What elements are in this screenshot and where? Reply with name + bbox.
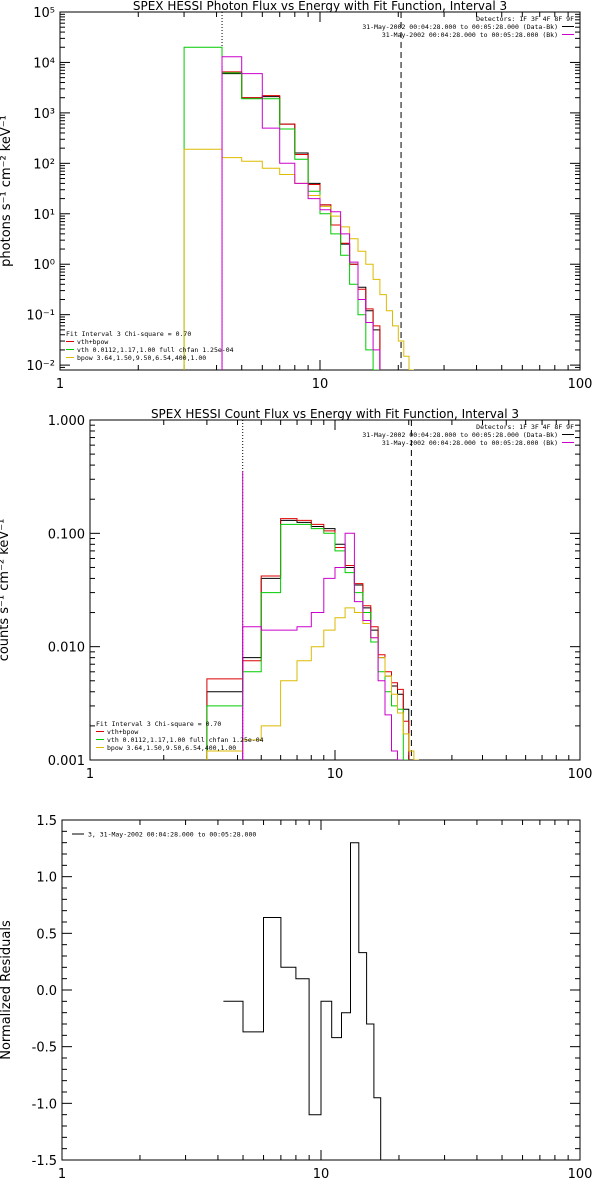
y-tick-label: 0.010 <box>48 641 85 656</box>
legend-line-text: vth+bpow <box>107 728 138 736</box>
x-tick-label: 100 <box>568 1167 593 1182</box>
y-tick-label: -1.0 <box>32 1097 57 1112</box>
series-bpow <box>183 148 414 370</box>
legend-line-text: 31-May-2002 00:04:28.000 to 00:05:28.000… <box>362 431 558 439</box>
data-layer <box>206 420 419 760</box>
legend-detectors: Detectors: 1F 3F 4F 8F 9F <box>476 15 574 23</box>
x-tick-label: 10 <box>327 767 344 782</box>
legend-line-text: 31-May-2002 00:04:28.000 to 00:05:28.000… <box>382 439 558 447</box>
series-model_total <box>206 518 410 760</box>
chart-title: SPEX HESSI Count Flux vs Energy with Fit… <box>151 407 519 421</box>
chart-panel-3: 1 10 100 -1.5 -1.0 -0.5 0.0 0.5 1.0 1.5 Normalized… <box>0 814 592 1182</box>
legend-line-text: vth 0.0112,1.17,1.00 full chfan 1.25e-04 <box>77 346 234 354</box>
legend-header: Fit Interval 3 Chi-square = 0.70 <box>66 330 191 338</box>
legend-line-text: 31-May-2002 00:04:28.000 to 00:05:28.000… <box>362 23 558 31</box>
y-tick-label: 10² <box>33 157 55 172</box>
y-tick-label: 1.000 <box>48 414 85 429</box>
y-tick-label: 10³ <box>33 107 55 122</box>
legend-detectors: Detectors: 1F 3F 4F 8F 9F <box>476 423 574 431</box>
y-axis-label: Normalized Residuals <box>0 920 14 1060</box>
residual-legend: 3, 31-May-2002 00:04:28.000 to 00:05:28.… <box>72 831 256 839</box>
data-layer <box>223 842 382 1160</box>
series-vth <box>183 46 380 370</box>
series-data <box>206 519 410 760</box>
bottom-legend: Fit Interval 3 Chi-square = 0.70vth+bpow… <box>96 720 264 752</box>
y-tick-label: -0.5 <box>32 1041 57 1056</box>
series-data <box>221 73 381 370</box>
series-vth <box>206 523 409 760</box>
series-magenta <box>221 56 381 370</box>
data-layer <box>183 12 414 370</box>
y-tick-label: 0.5 <box>36 927 57 942</box>
series-magenta <box>242 532 404 760</box>
legend-text: 3, 31-May-2002 00:04:28.000 to 00:05:28.… <box>88 831 256 839</box>
x-tick-label: 1 <box>56 377 64 392</box>
plot-frame <box>89 419 581 761</box>
y-tick-label: 10⁻² <box>26 359 55 374</box>
series-data <box>223 842 382 1160</box>
chart-panel-2: SPEX HESSI Count Flux vs Energy with Fit… <box>0 407 592 782</box>
series-model_total <box>221 71 381 370</box>
y-tick-label: 10⁰ <box>33 258 55 273</box>
y-tick-label: -1.5 <box>32 1154 57 1169</box>
y-tick-label: 1.0 <box>36 871 57 886</box>
y-tick-label: 10¹ <box>33 208 55 223</box>
y-tick-label: 0.0 <box>36 984 57 999</box>
y-tick-label: 1.5 <box>36 814 57 829</box>
y-tick-label: 10⁴ <box>33 56 55 71</box>
y-axis-label: photons s⁻¹ cm⁻² keV⁻¹ <box>0 115 14 267</box>
x-tick-label: 100 <box>568 767 593 782</box>
series-bpow <box>206 607 419 760</box>
legend-line-text: vth 0.0112,1.17,1.00 full chfan 1.25e-04 <box>107 736 264 744</box>
legend-line-text: 31-May-2002 00:04:28.000 to 00:05:28.000… <box>382 31 558 39</box>
legend-line-text: vth+bpow <box>77 338 108 346</box>
y-axis-label: counts s⁻¹ cm⁻² keV⁻¹ <box>0 519 12 662</box>
chart-panel-1: SPEX HESSI Photon Flux vs Energy with Fi… <box>0 0 592 392</box>
x-tick-label: 10 <box>313 1167 330 1182</box>
legend-header: Fit Interval 3 Chi-square = 0.70 <box>96 720 221 728</box>
y-tick-label: 0.100 <box>48 527 85 542</box>
bottom-legend: Fit Interval 3 Chi-square = 0.70vth+bpow… <box>66 330 234 362</box>
legend-line-text: bpow 3.64,1.50,9.50,6.54,400,1.00 <box>107 744 236 752</box>
y-tick-label: 10⁻¹ <box>26 309 55 324</box>
y-tick-label: 0.001 <box>48 754 85 769</box>
x-tick-label: 10 <box>312 377 329 392</box>
x-tick-label: 1 <box>86 767 94 782</box>
x-tick-label: 100 <box>568 377 593 392</box>
legend-line-text: bpow 3.64,1.50,9.50,6.54,400,1.00 <box>77 354 206 362</box>
x-tick-label: 1 <box>58 1167 66 1182</box>
y-tick-label: 10⁵ <box>33 6 55 21</box>
chart-title: SPEX HESSI Photon Flux vs Energy with Fi… <box>133 0 507 13</box>
